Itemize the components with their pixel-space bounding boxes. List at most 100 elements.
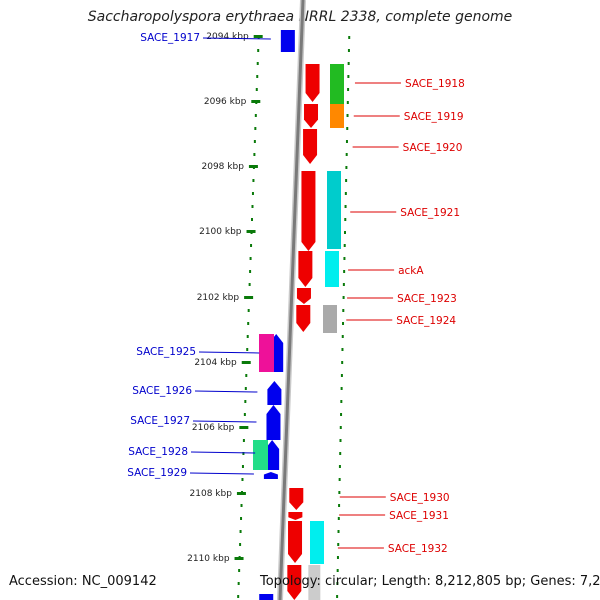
scale-tick-mark	[234, 557, 244, 560]
scale-tick-label: 2110 kbp	[187, 554, 230, 564]
guide-dot-right	[344, 218, 347, 221]
gene-sace-1917-label[interactable]: SACE_1917	[140, 32, 200, 44]
guide-dot-left	[250, 244, 253, 247]
gene-acka-label[interactable]: ackA	[398, 265, 424, 277]
guide-dot-left	[245, 374, 248, 377]
scale-tick-mark	[236, 492, 246, 495]
gene-sace-1929[interactable]	[263, 472, 278, 479]
guide-dot-right	[339, 426, 342, 429]
gene-sace-1928-domain[interactable]	[253, 440, 268, 470]
guide-dot-right	[338, 491, 341, 494]
gene-sace-1926-label-leader	[194, 390, 258, 393]
guide-dot-right	[346, 114, 349, 117]
guide-dot-right	[347, 49, 350, 52]
guide-dot-left	[239, 530, 242, 533]
guide-dot-left	[242, 439, 245, 442]
guide-dot-right	[347, 75, 350, 78]
gene-acka[interactable]	[298, 251, 313, 287]
gene-sace-1929-label[interactable]: SACE_1929	[127, 467, 187, 479]
guide-dot-right	[343, 244, 346, 247]
guide-dot-left	[253, 153, 256, 156]
guide-dot-left	[237, 595, 240, 598]
guide-dot-left	[237, 582, 240, 585]
gene-sace-1931-label[interactable]: SACE_1931	[389, 510, 449, 522]
gene-sace-1928[interactable]	[265, 440, 280, 470]
gene-sace-1923-label[interactable]: SACE_1923	[397, 293, 457, 305]
genome-backbone	[277, 0, 306, 600]
gene-sace-1927-label[interactable]: SACE_1927	[130, 415, 190, 427]
gene-sace-1930-label[interactable]: SACE_1930	[390, 492, 450, 504]
guide-dot-right	[345, 166, 348, 169]
gene-sace-1923[interactable]	[296, 288, 311, 304]
guide-dot-right	[345, 153, 348, 156]
guide-dot-left	[249, 257, 252, 260]
guide-dot-left	[242, 452, 245, 455]
guide-dot-left	[248, 283, 251, 286]
gene-sace-1930[interactable]	[289, 488, 304, 510]
guide-dot-left	[257, 49, 260, 52]
guide-dot-left	[240, 504, 243, 507]
gene-acka-domain[interactable]	[325, 251, 339, 287]
gene-sace-1925-label[interactable]: SACE_1925	[136, 346, 196, 358]
topology-text: Topology: circular; Length: 8,212,805 bp…	[260, 574, 600, 589]
scale-tick-label: 2096 kbp	[204, 97, 247, 107]
guide-dot-left	[252, 179, 255, 182]
guide-dot-right	[346, 101, 349, 104]
guide-dot-right	[339, 439, 342, 442]
gene-sace-1932[interactable]	[288, 521, 303, 563]
gene-sace-1920[interactable]	[303, 129, 318, 164]
gene-sace-1924-label[interactable]: SACE_1924	[396, 315, 456, 327]
guide-dot-left	[247, 309, 250, 312]
scale-tick-mark	[239, 426, 249, 429]
gene-sace-1926[interactable]	[267, 381, 282, 405]
scale-tick-mark	[253, 35, 263, 38]
scale-tick-label: 2100 kbp	[199, 227, 242, 237]
gene-sace-1918-domain[interactable]	[330, 64, 344, 104]
guide-dot-right	[345, 179, 348, 182]
gene-sace-1932-label[interactable]: SACE_1932	[388, 543, 448, 555]
gene-sace-1926-label[interactable]: SACE_1926	[132, 385, 192, 397]
gene-sace-1924-domain[interactable]	[323, 305, 337, 333]
gene-sace-1920-label[interactable]: SACE_1920	[403, 142, 463, 154]
scale-tick-label: 2106 kbp	[192, 423, 235, 433]
gene-sace-1919[interactable]	[304, 104, 319, 128]
guide-dot-right	[340, 400, 343, 403]
gene-partial-bottom[interactable]	[287, 565, 302, 600]
guide-dot-left	[251, 205, 254, 208]
guide-dot-right	[337, 530, 340, 533]
guide-dot-right	[341, 361, 344, 364]
guide-dot-left	[238, 569, 241, 572]
guide-dot-right	[338, 465, 341, 468]
gene-features	[253, 30, 344, 600]
gene-sace-1921[interactable]	[301, 171, 316, 251]
guide-dot-left	[243, 413, 246, 416]
guide-dot-right	[341, 348, 344, 351]
gene-partial-bottom-domain[interactable]	[308, 565, 321, 600]
guide-dot-right	[336, 595, 339, 598]
gene-sace-1921-domain[interactable]	[327, 171, 341, 249]
guide-dot-right	[343, 231, 346, 234]
gene-sace-1927[interactable]	[266, 405, 281, 440]
gene-sace-1921-label[interactable]: SACE_1921	[400, 207, 460, 219]
guide-dot-right	[343, 270, 346, 273]
gene-sace-1924[interactable]	[296, 305, 311, 332]
gene-sace-1931[interactable]	[288, 512, 303, 520]
gene-sace-1919-domain[interactable]	[330, 104, 344, 128]
gene-sace-1917[interactable]	[280, 30, 295, 52]
accession-text: Accession: NC_009142	[9, 574, 157, 589]
gene-sace-1932-domain[interactable]	[310, 521, 324, 564]
gene-sace-1919-label[interactable]: SACE_1919	[404, 111, 464, 123]
gene-sace-1928-label[interactable]: SACE_1928	[128, 446, 188, 458]
guide-dot-left	[239, 543, 242, 546]
guide-dot-right	[344, 192, 347, 195]
gene-sace-1918[interactable]	[305, 64, 320, 102]
guide-dot-right	[338, 478, 341, 481]
scale-tick-label: 2098 kbp	[202, 162, 245, 172]
gene-sace-1925-domain[interactable]	[259, 334, 274, 372]
guide-dot-right	[338, 504, 341, 507]
guide-dot-right	[348, 36, 351, 39]
gene-partial-bottom-left[interactable]	[259, 594, 274, 600]
gene-sace-1918-label[interactable]: SACE_1918	[405, 78, 465, 90]
guide-dot-left	[249, 270, 252, 273]
